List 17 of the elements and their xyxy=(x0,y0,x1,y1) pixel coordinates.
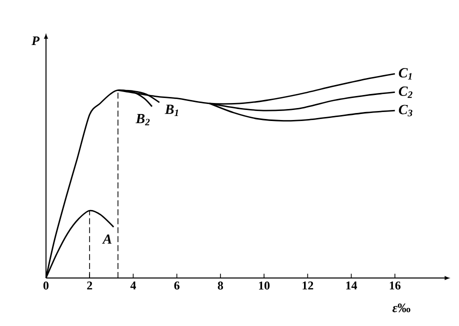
series-label: C$_{3}$ xyxy=(398,104,412,116)
x-tick-label: 12 xyxy=(302,282,314,290)
series-label: A xyxy=(102,234,112,244)
series-label: C$_{2}$ xyxy=(398,86,412,98)
x-tick-label: 0 xyxy=(43,282,49,290)
x-tick-label: 2 xyxy=(87,282,92,290)
x-tick-label: 6 xyxy=(174,282,180,290)
y-axis-title: P xyxy=(32,36,40,45)
x-axis-title: ε‰ xyxy=(392,303,410,312)
series-label: B$_{1}$ xyxy=(164,104,178,116)
series-label: C$_{1}$ xyxy=(398,68,412,80)
x-tick-label: 10 xyxy=(259,282,270,290)
series-label: B$_{2}$ xyxy=(136,114,150,126)
x-tick-label: 8 xyxy=(218,282,224,290)
x-tick-label: 14 xyxy=(346,282,358,290)
x-tick-label: 16 xyxy=(390,282,401,290)
x-tick-label: 4 xyxy=(130,282,136,290)
